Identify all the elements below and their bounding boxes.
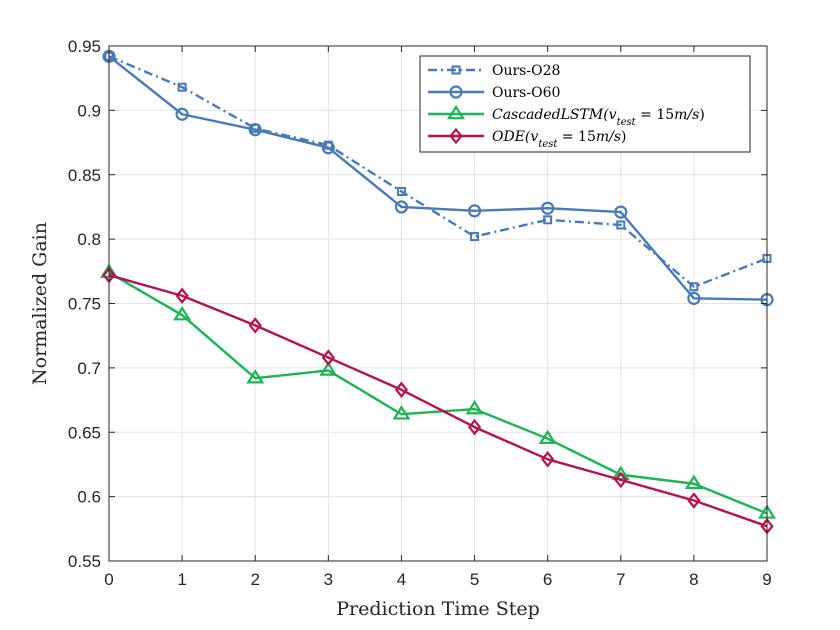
data-point	[248, 317, 262, 334]
y-tick-label: 0.95	[68, 37, 101, 56]
y-tick-label: 0.55	[68, 552, 101, 571]
y-tick-label: 0.8	[77, 230, 101, 249]
legend-marker	[447, 104, 465, 120]
data-point	[616, 220, 626, 230]
data-point	[175, 287, 189, 305]
data-point	[246, 369, 265, 384]
data-point	[541, 451, 555, 468]
data-point	[392, 405, 411, 420]
y-tick-label: 0.65	[68, 423, 101, 442]
x-tick-label: 4	[397, 570, 406, 589]
legend-item: CascadedLSTM(vtest = 15m/s)	[428, 104, 705, 128]
legend-item: Ours-O28	[428, 63, 560, 79]
y-tick-label: 0.6	[77, 488, 101, 507]
data-point	[321, 141, 335, 155]
x-axis-label: Prediction Time Step	[336, 598, 540, 620]
data-point	[543, 215, 553, 225]
series-line	[108, 55, 768, 288]
series-line	[108, 274, 768, 528]
x-tick-label: 5	[470, 570, 479, 589]
data-point	[467, 418, 482, 436]
x-tick-label: 9	[762, 570, 771, 589]
legend-item: ODE(vtest = 15m/s)	[428, 127, 627, 150]
data-point	[465, 399, 484, 415]
data-point	[538, 429, 557, 444]
legend: Ours-O28 Ours-O60 CascadedLSTM(vtest = 15m…	[419, 55, 751, 153]
data-point	[687, 492, 701, 509]
data-point	[396, 186, 406, 196]
axes-box	[108, 45, 768, 562]
data-point	[175, 107, 189, 121]
legend-marker	[451, 65, 461, 75]
x-tick-label: 0	[104, 570, 113, 589]
x-tick-label: 8	[689, 570, 698, 589]
data-point	[687, 291, 701, 305]
legend-label: Ours-O60	[492, 85, 560, 101]
data-point	[177, 82, 187, 92]
data-point	[614, 205, 628, 219]
y-tick-label: 0.75	[68, 295, 101, 314]
y-tick-label: 0.85	[68, 166, 101, 185]
series-layer	[100, 49, 776, 535]
legend-marker	[449, 85, 463, 99]
data-point	[394, 200, 409, 214]
data-point	[614, 471, 628, 489]
axes	[108, 45, 768, 562]
data-point	[394, 381, 409, 399]
y-tick-label: 0.9	[77, 101, 101, 120]
data-point	[684, 474, 703, 490]
series-line	[108, 271, 768, 515]
legend-item: Ours-O60	[428, 85, 560, 101]
x-tick-label: 2	[250, 570, 259, 589]
data-point	[689, 282, 699, 292]
tick-labels: 0 1 2 3 4 5 6 7 8 9 0.55 0.6 0.65 0.7 0.75 0.8 0.85 0.9 0.…	[68, 37, 772, 589]
series-3	[100, 263, 776, 519]
series-4	[102, 266, 774, 535]
y-tick-label: 0.7	[77, 359, 101, 378]
y-axis-label: Normalized Gain	[29, 222, 51, 385]
data-point	[470, 232, 480, 242]
x-tick-label: 6	[543, 570, 552, 589]
data-point	[467, 204, 482, 218]
data-point	[173, 306, 192, 321]
data-point	[248, 123, 262, 137]
x-tick-label: 3	[324, 570, 333, 589]
data-point	[541, 201, 555, 215]
x-tick-label: 7	[616, 570, 625, 589]
legend-label: ODE(vtest = 15m/s)	[492, 129, 627, 150]
x-tick-label: 1	[177, 570, 186, 589]
legend-label: CascadedLSTM(vtest = 15m/s)	[492, 107, 705, 128]
data-point	[321, 349, 335, 366]
series-line	[108, 55, 768, 301]
data-point	[319, 361, 338, 376]
legend-marker	[449, 127, 463, 145]
legend-label: Ours-O28	[492, 63, 560, 79]
